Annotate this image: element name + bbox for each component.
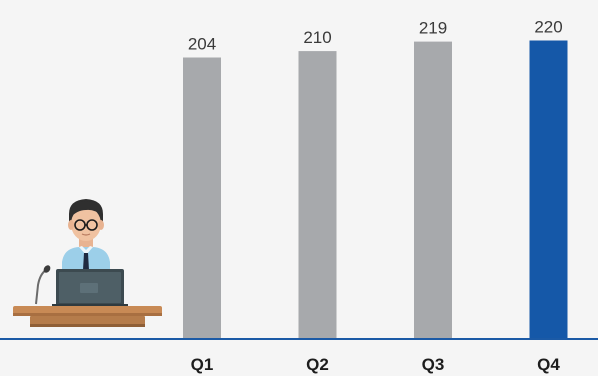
category-labels-group: Q1 Q2 Q3 Q4 bbox=[191, 355, 561, 374]
value-label-q3: 219 bbox=[419, 19, 447, 38]
speaker-at-podium-with-laptop-icon bbox=[13, 199, 162, 327]
category-label-q3: Q3 bbox=[422, 355, 445, 374]
bar-q2 bbox=[298, 51, 337, 338]
bar-q4 bbox=[529, 40, 568, 338]
bar-q3 bbox=[414, 41, 452, 338]
bars-group bbox=[183, 40, 568, 338]
value-labels-group: 204 210 219 220 bbox=[188, 18, 563, 54]
category-label-q4: Q4 bbox=[537, 355, 560, 374]
category-label-q2: Q2 bbox=[306, 355, 329, 374]
value-label-q2: 210 bbox=[303, 28, 331, 47]
value-label-q1: 204 bbox=[188, 35, 216, 54]
bar-q1 bbox=[183, 57, 221, 338]
value-label-q4: 220 bbox=[534, 18, 562, 37]
category-label-q1: Q1 bbox=[191, 355, 214, 374]
